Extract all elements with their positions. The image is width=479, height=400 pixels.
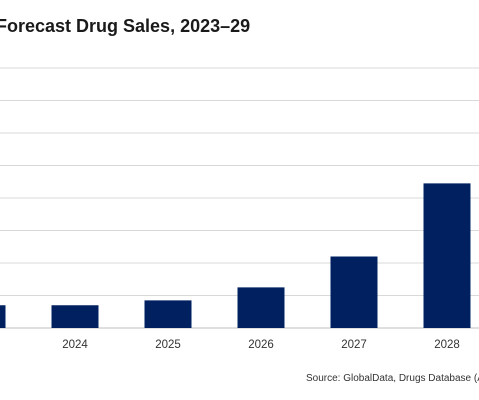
x-axis-tick-labels: 202320242025202620272028 [62,339,460,351]
x-tick-label-2028: 2028 [434,339,460,351]
source-note: Source: GlobalData, Drugs Database (Acce [306,373,479,384]
x-tick-label-2027: 2027 [341,339,367,351]
bars [0,183,471,328]
chart-title: Forecast Drug Sales, 2023–29 [0,16,251,36]
x-tick-label-2026: 2026 [248,339,274,351]
bar-2027 [330,256,378,328]
bar-2024 [51,305,99,328]
x-tick-label-2025: 2025 [155,339,181,351]
bar-2023 [0,305,6,328]
bar-2028 [423,183,471,328]
x-tick-label-2024: 2024 [62,339,88,351]
bar-2026 [237,287,285,328]
bar-2025 [144,300,192,328]
